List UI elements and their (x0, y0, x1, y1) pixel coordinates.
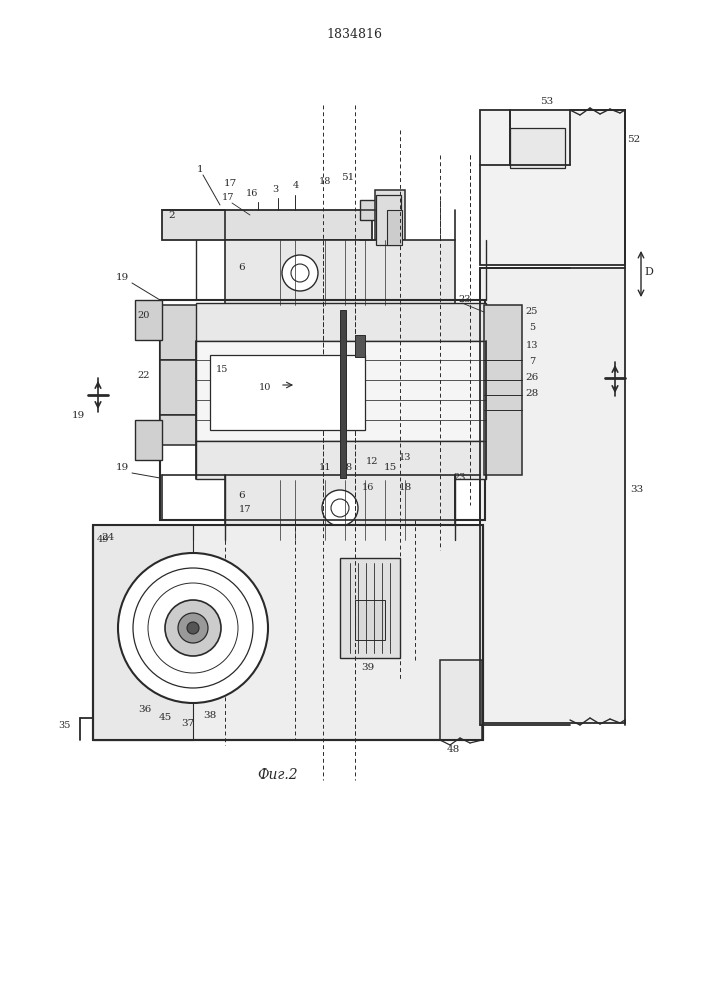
Text: 10: 10 (259, 383, 271, 392)
Bar (210, 355, 365, 430)
Text: Фиг.2: Фиг.2 (257, 768, 298, 782)
Text: 26: 26 (525, 373, 539, 382)
Bar (480, 268, 625, 723)
Text: 39: 39 (361, 664, 375, 672)
Text: 24: 24 (101, 534, 115, 542)
Text: 36: 36 (139, 706, 151, 714)
Bar (355, 600, 385, 640)
Bar (135, 420, 162, 460)
Text: 48: 48 (446, 746, 460, 754)
Bar (510, 128, 565, 168)
Bar (160, 415, 198, 445)
Text: 8: 8 (345, 464, 351, 473)
Text: 19: 19 (115, 464, 129, 473)
Text: 17: 17 (223, 178, 237, 188)
Bar (440, 660, 482, 740)
Text: 45: 45 (158, 714, 172, 722)
Text: 49: 49 (97, 536, 110, 544)
Circle shape (187, 622, 199, 634)
Text: 1834816: 1834816 (326, 28, 382, 41)
Text: 11: 11 (319, 464, 332, 473)
Text: 4: 4 (293, 182, 299, 190)
Text: 15: 15 (216, 365, 228, 374)
Text: 25: 25 (526, 308, 538, 316)
Text: 23: 23 (459, 296, 472, 304)
Bar (160, 305, 198, 360)
Text: 52: 52 (627, 135, 641, 144)
Circle shape (322, 490, 358, 526)
Text: 20: 20 (138, 310, 150, 320)
Bar (93, 525, 483, 740)
Text: 17: 17 (239, 506, 251, 514)
Bar (355, 335, 365, 357)
Text: 1: 1 (197, 165, 204, 174)
Circle shape (118, 553, 268, 703)
Text: 51: 51 (341, 172, 355, 182)
Text: 19: 19 (115, 273, 129, 282)
Text: 33: 33 (631, 486, 643, 494)
Bar (225, 240, 455, 305)
Bar (196, 303, 486, 341)
Bar (160, 360, 198, 415)
Circle shape (178, 613, 208, 643)
Text: 22: 22 (137, 370, 150, 379)
Text: 37: 37 (182, 718, 194, 728)
Bar (196, 341, 486, 441)
Text: 23: 23 (454, 474, 466, 483)
Bar (375, 190, 405, 240)
Bar (225, 475, 455, 540)
Text: 17: 17 (222, 194, 234, 202)
Text: 19: 19 (71, 410, 85, 420)
Bar (162, 210, 372, 240)
Text: 16: 16 (362, 483, 374, 491)
Bar (160, 300, 485, 520)
Text: 6: 6 (239, 490, 245, 499)
Text: 53: 53 (540, 98, 554, 106)
Text: 18: 18 (319, 178, 331, 186)
Text: 38: 38 (204, 712, 216, 720)
Bar (376, 195, 401, 245)
Bar (196, 441, 486, 479)
Text: 16: 16 (246, 190, 258, 198)
Bar (340, 310, 346, 478)
Bar (480, 110, 625, 265)
Text: 3: 3 (272, 186, 278, 194)
Text: 15: 15 (383, 464, 397, 473)
Circle shape (165, 600, 221, 656)
Text: 6: 6 (239, 263, 245, 272)
Bar (484, 305, 522, 475)
Bar (340, 558, 400, 658)
Text: 35: 35 (59, 720, 71, 730)
Text: 5: 5 (529, 324, 535, 332)
Circle shape (282, 255, 318, 291)
Text: 13: 13 (526, 340, 538, 350)
Bar (387, 210, 402, 245)
Text: 2: 2 (168, 211, 175, 220)
Text: D: D (645, 267, 653, 277)
Text: 12: 12 (366, 458, 378, 466)
Text: 7: 7 (529, 358, 535, 366)
Text: 28: 28 (525, 388, 539, 397)
Bar (93, 525, 193, 740)
Text: 18: 18 (398, 483, 411, 491)
Bar (360, 200, 390, 220)
Text: 13: 13 (399, 454, 411, 462)
Bar (135, 300, 162, 340)
